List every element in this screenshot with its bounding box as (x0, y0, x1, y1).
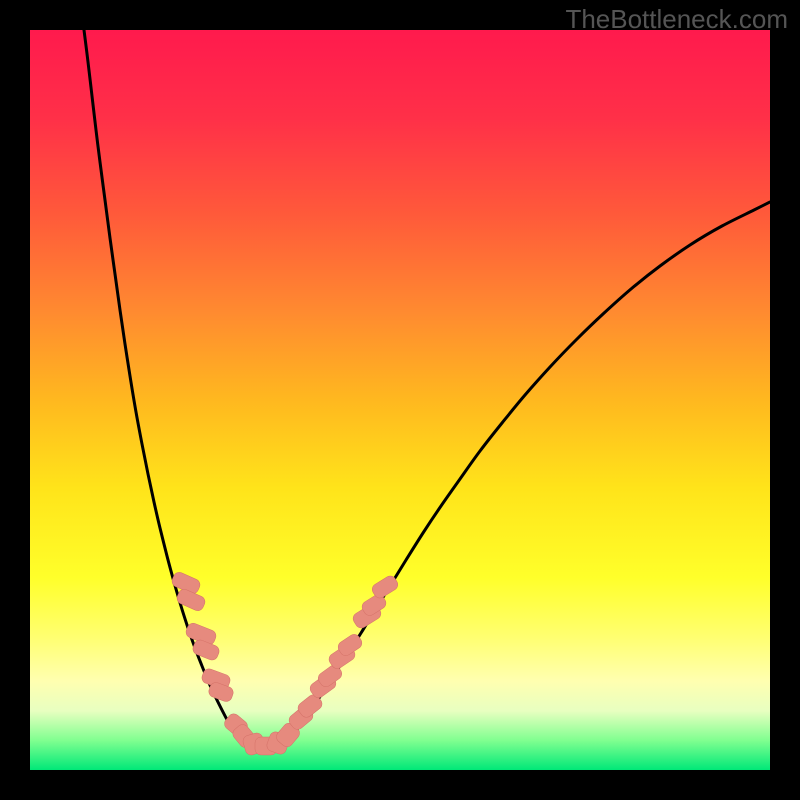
bottleneck-chart (30, 30, 770, 770)
chart-frame: TheBottleneck.com (0, 0, 800, 800)
attribution-watermark: TheBottleneck.com (565, 4, 788, 35)
plot-area (30, 30, 770, 770)
gradient-background (30, 30, 770, 770)
